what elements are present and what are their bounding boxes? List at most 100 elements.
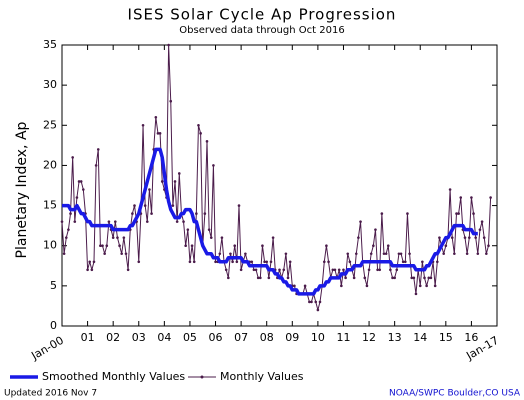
monthly-point	[354, 252, 358, 256]
monthly-point	[444, 244, 448, 248]
monthly-point	[150, 212, 153, 215]
monthly-point	[231, 260, 234, 264]
x-tick-label: 15	[439, 331, 453, 344]
monthly-point	[107, 220, 111, 223]
monthly-point	[378, 268, 382, 272]
monthly-point	[62, 252, 66, 256]
monthly-point	[427, 276, 431, 280]
monthly-point	[384, 252, 388, 256]
monthly-point	[120, 252, 123, 256]
x-tick-label: 10	[311, 331, 325, 344]
monthly-point	[359, 220, 362, 223]
monthly-point	[467, 236, 471, 239]
monthly-point	[293, 284, 296, 288]
monthly-point	[205, 140, 209, 143]
monthly-point	[418, 284, 422, 288]
monthly-point	[369, 252, 373, 256]
monthly-point	[423, 276, 426, 280]
y-axis-label: Planetary Index, Ap	[14, 121, 30, 258]
monthly-point	[137, 260, 141, 264]
x-tick-label: Jan-00	[28, 334, 66, 363]
monthly-point	[126, 268, 130, 272]
monthly-point	[331, 268, 335, 272]
monthly-point	[286, 276, 290, 280]
monthly-point	[156, 132, 160, 135]
monthly-point	[212, 164, 215, 167]
x-tick-label: 13	[388, 331, 402, 344]
y-tick-label: 25	[43, 118, 57, 131]
x-tick-label: 12	[362, 331, 376, 344]
monthly-point	[244, 252, 247, 256]
monthly-point	[429, 276, 433, 280]
monthly-point	[455, 212, 458, 215]
monthly-point	[450, 236, 454, 239]
monthly-point	[154, 115, 158, 119]
monthly-point	[316, 308, 320, 312]
y-tick-label: 15	[43, 199, 57, 212]
monthly-point	[207, 228, 211, 231]
monthly-point	[327, 260, 330, 264]
x-tick-label: 06	[209, 331, 223, 344]
monthly-point	[425, 284, 428, 288]
x-tick-label: 11	[336, 331, 350, 344]
monthly-point	[463, 236, 467, 239]
monthly-point	[118, 244, 121, 248]
monthly-point	[318, 300, 322, 304]
y-tick-label: 5	[50, 279, 57, 292]
monthly-point	[480, 220, 484, 223]
monthly-point	[391, 276, 394, 280]
monthly-point	[278, 268, 281, 272]
monthly-point	[124, 252, 128, 256]
monthly-point	[79, 180, 83, 183]
monthly-point	[158, 132, 162, 135]
chart-title: ISES Solar Cycle Ap Progression	[128, 6, 397, 24]
monthly-point	[389, 268, 392, 272]
monthly-point	[169, 99, 173, 103]
updated-note: Updated 2016 Nov 7	[4, 389, 97, 399]
y-tick-label: 35	[43, 38, 57, 51]
monthly-point	[111, 236, 115, 239]
monthly-point	[376, 268, 379, 272]
monthly-point	[476, 252, 480, 256]
monthly-point	[265, 260, 269, 264]
monthly-point	[141, 123, 145, 127]
monthly-point	[448, 188, 452, 191]
monthly-point	[96, 148, 100, 151]
monthly-point	[263, 260, 266, 264]
monthly-point	[363, 276, 367, 280]
monthly-point	[459, 196, 463, 199]
monthly-point	[288, 260, 292, 264]
y-tick-label: 30	[43, 78, 57, 91]
monthly-point	[414, 292, 418, 296]
monthly-point	[94, 164, 98, 167]
x-tick-label: 03	[132, 331, 146, 344]
monthly-point	[145, 220, 149, 223]
monthly-point	[184, 244, 187, 248]
monthly-point	[267, 276, 271, 280]
monthly-point	[197, 123, 200, 127]
monthly-point	[182, 220, 185, 223]
monthly-point	[342, 268, 345, 272]
monthly-point	[421, 260, 424, 264]
monthly-point	[372, 244, 375, 248]
monthly-point	[114, 220, 117, 223]
monthly-point	[365, 284, 369, 288]
x-tick-label: 09	[285, 331, 299, 344]
monthly-point	[175, 220, 179, 223]
monthly-point	[465, 252, 469, 256]
monthly-point	[69, 212, 72, 215]
monthly-point	[195, 212, 198, 215]
monthly-point	[436, 260, 439, 264]
monthly-point	[282, 268, 286, 272]
chart-subtitle: Observed data through Oct 2016	[179, 25, 344, 36]
monthly-point	[442, 252, 445, 256]
monthly-point	[64, 236, 68, 239]
monthly-point	[408, 252, 411, 256]
monthly-point	[103, 252, 106, 256]
y-tick-label: 0	[50, 319, 57, 332]
monthly-point	[303, 284, 307, 288]
monthly-point	[190, 244, 194, 248]
x-tick-label: 02	[106, 331, 120, 344]
monthly-point	[382, 252, 386, 256]
monthly-point	[82, 188, 85, 191]
